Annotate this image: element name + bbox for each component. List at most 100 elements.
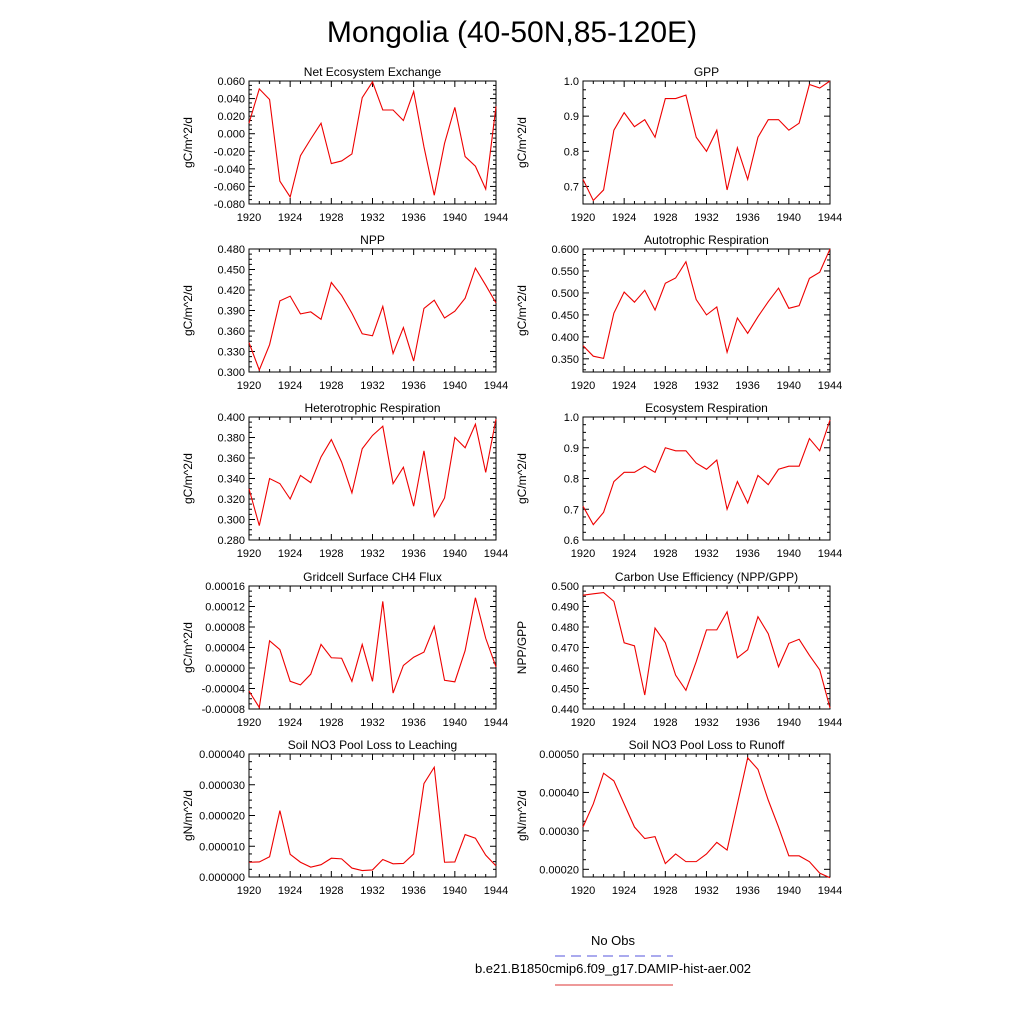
x-tick-label: 1940 [443, 717, 467, 729]
y-tick-label: 0.300 [217, 367, 245, 379]
x-tick-label: 1944 [818, 380, 842, 392]
x-tick-label: 1940 [443, 885, 467, 897]
y-tick-label: 0.500 [551, 581, 579, 593]
plot-frame [248, 248, 497, 373]
x-tick-label: 1936 [401, 380, 425, 392]
x-tick-label: 1932 [694, 548, 718, 560]
y-tick-label: 0.280 [217, 535, 245, 547]
y-tick-label: 0.00040 [539, 787, 579, 799]
y-axis-label: gC/m^2/d [515, 117, 529, 168]
x-tick-label: 1944 [484, 380, 508, 392]
x-tick-label: 1924 [278, 885, 302, 897]
y-tick-label: 0.360 [217, 453, 245, 465]
y-tick-label: 0.000030 [199, 780, 245, 792]
y-tick-label: 0.400 [217, 412, 245, 424]
panel-title: Autotrophic Respiration [644, 233, 769, 247]
y-tick-label: 0.060 [217, 76, 245, 88]
series-line [582, 248, 831, 360]
y-tick-label: 0.300 [217, 515, 245, 527]
series-line [582, 591, 831, 709]
x-tick-label: 1920 [571, 548, 595, 560]
y-tick-label: 0.6 [564, 535, 579, 547]
x-tick-label: 1944 [818, 548, 842, 560]
y-tick-label: 0.00016 [205, 581, 245, 593]
panel-7: Gridcell Surface CH4 Flux -0.00008 -0.0000… [181, 570, 508, 729]
x-tick-label: 1928 [653, 212, 677, 224]
y-tick-label: 0.000 [217, 129, 245, 141]
figure-title: Mongolia (40-50N,85-120E) [327, 16, 697, 49]
y-axis-label: gC/m^2/d [181, 622, 195, 673]
y-tick-label: 0.000020 [199, 811, 245, 823]
x-tick-label: 1924 [612, 885, 636, 897]
x-tick-label: 1932 [360, 885, 384, 897]
plot-frame [248, 80, 497, 205]
y-tick-label: 0.00004 [205, 643, 245, 655]
y-tick-label: 0.00020 [539, 864, 579, 876]
x-tick-label: 1936 [401, 212, 425, 224]
panel-title: Heterotrophic Respiration [304, 401, 440, 415]
y-tick-label: 0.7 [564, 504, 579, 516]
series-line [248, 765, 497, 872]
y-axis-label: NPP/GPP [515, 621, 529, 674]
x-tick-label: 1936 [735, 212, 759, 224]
x-tick-label: 1928 [319, 717, 343, 729]
x-tick-label: 1920 [571, 212, 595, 224]
y-tick-label: 0.360 [217, 326, 245, 338]
x-tick-label: 1932 [360, 380, 384, 392]
panel-8: Carbon Use Efficiency (NPP/GPP) 0.440 0.45… [515, 570, 842, 729]
plot-frame [248, 753, 497, 878]
y-tick-label: 0.480 [217, 244, 245, 256]
x-tick-label: 1932 [360, 212, 384, 224]
y-tick-label: 0.00050 [539, 749, 579, 761]
x-tick-label: 1928 [319, 212, 343, 224]
series-line [248, 597, 497, 710]
y-axis-label: gC/m^2/d [181, 285, 195, 336]
panel-title: Soil NO3 Pool Loss to Leaching [288, 738, 457, 752]
x-tick-label: 1944 [484, 885, 508, 897]
x-tick-label: 1940 [443, 548, 467, 560]
y-tick-label: -0.080 [214, 199, 245, 211]
panels: Net Ecosystem Exchange -0.080 -0.060 -0.040… [181, 65, 842, 897]
y-tick-label: 0.500 [551, 288, 579, 300]
x-tick-label: 1924 [278, 548, 302, 560]
plot-frame [582, 585, 831, 710]
series-line [582, 756, 831, 879]
plot-frame [582, 416, 831, 541]
y-axis-label: gC/m^2/d [515, 285, 529, 336]
x-tick-label: 1944 [818, 212, 842, 224]
x-tick-label: 1932 [360, 548, 384, 560]
y-tick-label: -0.040 [214, 164, 245, 176]
y-axis-label: gC/m^2/d [181, 117, 195, 168]
x-tick-label: 1920 [237, 885, 261, 897]
x-tick-label: 1940 [777, 212, 801, 224]
x-tick-label: 1936 [401, 717, 425, 729]
y-tick-label: 0.440 [551, 704, 579, 716]
y-tick-label: -0.00008 [202, 704, 245, 716]
series-line [582, 80, 831, 202]
plot-frame [582, 753, 831, 878]
x-tick-label: 1944 [484, 717, 508, 729]
series-line [248, 80, 497, 199]
x-tick-label: 1936 [735, 717, 759, 729]
series-line [248, 266, 497, 372]
y-tick-label: 0.00008 [205, 622, 245, 634]
x-tick-label: 1940 [777, 548, 801, 560]
panel-5: Heterotrophic Respiration 0.280 0.300 0.320… [181, 401, 508, 560]
y-tick-label: 0.600 [551, 244, 579, 256]
panel-1: Net Ecosystem Exchange -0.080 -0.060 -0.040… [181, 65, 508, 224]
panel-title: Net Ecosystem Exchange [304, 65, 442, 79]
x-tick-label: 1936 [401, 548, 425, 560]
y-tick-label: 0.420 [217, 285, 245, 297]
panel-title: Soil NO3 Pool Loss to Runoff [629, 738, 786, 752]
x-tick-label: 1940 [777, 885, 801, 897]
x-tick-label: 1944 [484, 548, 508, 560]
y-tick-label: 0.450 [551, 684, 579, 696]
panel-title: NPP [360, 233, 385, 247]
y-tick-label: 0.350 [551, 354, 579, 366]
x-tick-label: 1924 [278, 380, 302, 392]
x-tick-label: 1924 [612, 548, 636, 560]
y-tick-label: 0.9 [564, 443, 579, 455]
y-tick-label: 0.380 [217, 433, 245, 445]
legend: No Obs b.e21.B1850cmip6.f09_g17.DAMIP-hi… [475, 933, 751, 986]
y-tick-label: 0.020 [217, 111, 245, 123]
